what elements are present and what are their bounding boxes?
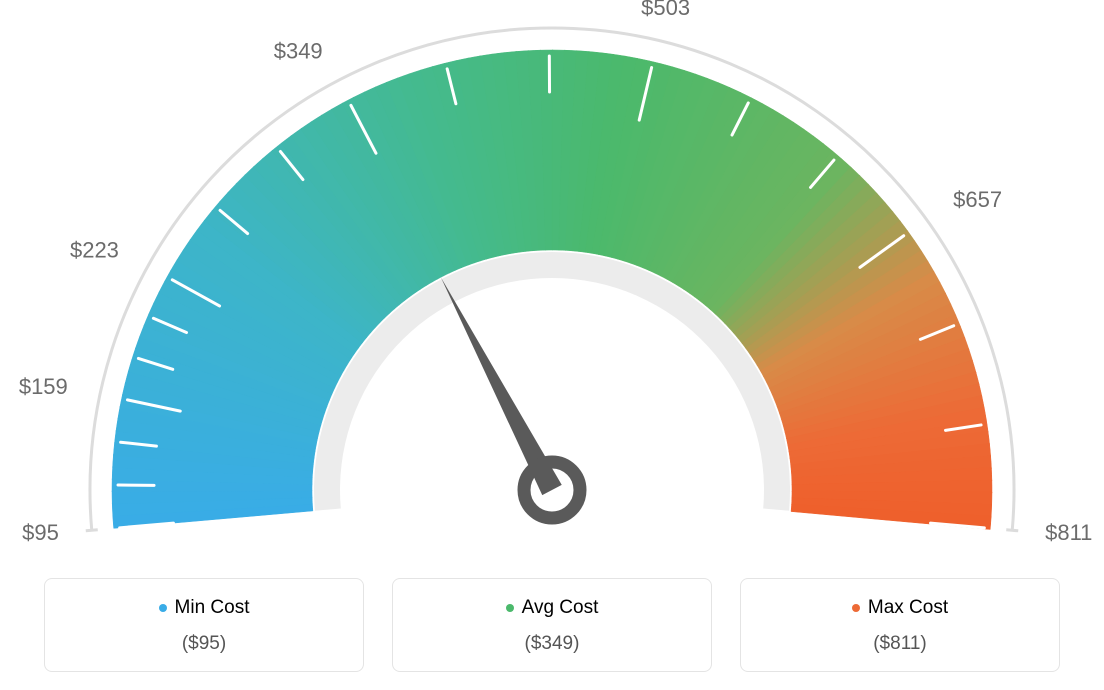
legend-dot-min	[159, 604, 167, 612]
svg-text:$159: $159	[19, 374, 68, 399]
svg-text:$657: $657	[953, 187, 1002, 212]
legend-card-max: Max Cost ($811)	[740, 578, 1060, 672]
legend-value-avg: ($349)	[403, 633, 701, 655]
legend-card-min: Min Cost ($95)	[44, 578, 364, 672]
legend-label-max: Max Cost	[868, 597, 948, 619]
legend-dot-max	[852, 604, 860, 612]
svg-text:$95: $95	[22, 520, 59, 545]
legend-card-avg: Avg Cost ($349)	[392, 578, 712, 672]
legend-title-avg: Avg Cost	[506, 597, 599, 619]
svg-text:$223: $223	[70, 237, 119, 262]
legend-title-min: Min Cost	[159, 597, 250, 619]
cost-gauge-widget: $95 $159 $223 $349 $503 $657 $811 Min Cost ($9…	[0, 0, 1104, 690]
svg-text:$503: $503	[641, 0, 690, 20]
legend-dot-avg	[506, 604, 514, 612]
svg-text:$349: $349	[274, 38, 323, 63]
legend-value-max: ($811)	[751, 633, 1049, 655]
legend-title-max: Max Cost	[852, 597, 948, 619]
gauge-svg: $95 $159 $223 $349 $503 $657 $811	[0, 0, 1104, 560]
legend-row: Min Cost ($95) Avg Cost ($349) Max Cost …	[0, 578, 1104, 672]
legend-value-min: ($95)	[55, 633, 353, 655]
legend-label-avg: Avg Cost	[522, 597, 599, 619]
gauge-area: $95 $159 $223 $349 $503 $657 $811	[0, 0, 1104, 560]
svg-text:$811: $811	[1045, 520, 1092, 545]
legend-label-min: Min Cost	[175, 597, 250, 619]
